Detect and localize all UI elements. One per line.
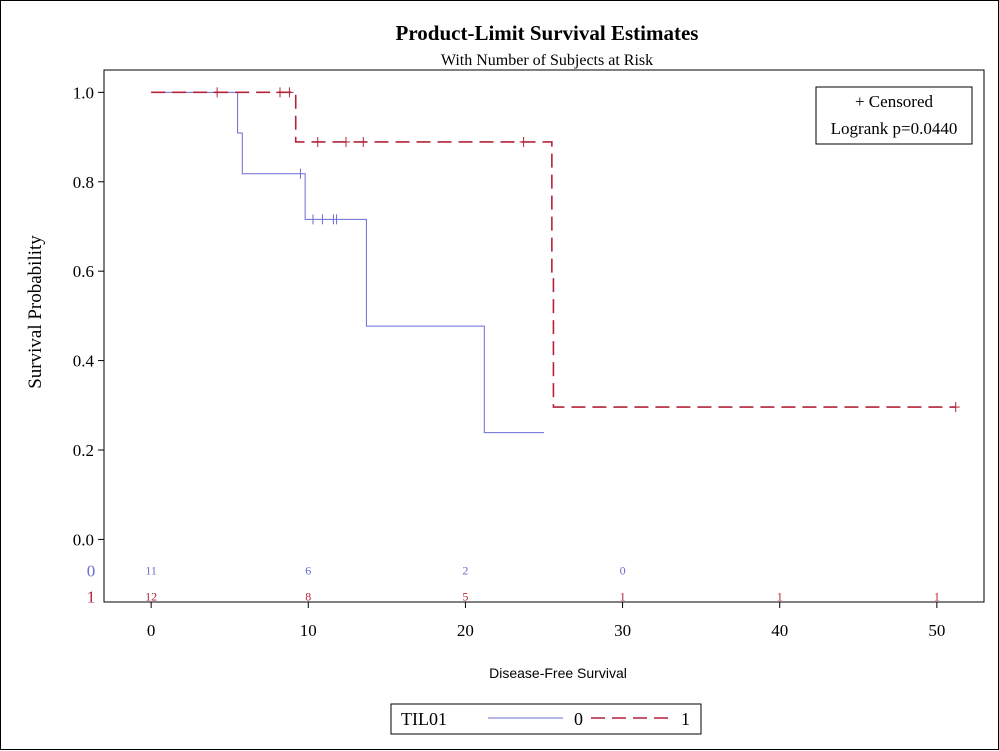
at-risk-count-0-1: 6 [305,564,311,578]
plot-area [103,69,985,603]
at-risk-count-1-3: 1 [620,590,626,604]
at-risk-count-1-5: 1 [934,590,940,604]
survival-curve-0 [151,91,544,434]
legend: TIL01 0 1 [390,703,702,735]
x-tick-label-5: 50 [928,621,945,640]
at-risk-count-1-0: 12 [145,590,157,604]
legend-title: TIL01 [401,709,447,729]
at-risk-count-1-1: 8 [305,590,311,604]
at-risk-count-0-3: 0 [620,564,626,578]
y-tick-label-3: 0.6 [73,262,94,281]
x-tick-label-2: 20 [457,621,474,640]
logrank-label: Logrank p=0.0440 [831,119,958,138]
inset-box: + Censored Logrank p=0.0440 [815,86,973,145]
survival-curve-1 [151,91,956,408]
at-risk-count-0-2: 2 [462,564,468,578]
legend-border [390,703,702,735]
at-risk-count-1-2: 5 [462,590,468,604]
series-layer [151,87,960,434]
legend-entry-0: 0 [574,709,583,729]
x-tick-label-4: 40 [771,621,788,640]
x-tick-label-1: 10 [300,621,317,640]
at-risk-table: 0 11 6 2 01 12 8 5 1 1 1 [87,562,940,607]
y-tick-label-4: 0.8 [73,173,94,192]
series-1 [151,87,960,413]
at-risk-group-label-0: 0 [87,562,96,581]
x-tick-label-0: 0 [147,621,156,640]
y-tick-label-2: 0.4 [73,352,95,371]
chart-title: Product-Limit Survival Estimates [396,21,699,45]
y-axis: 0.0 0.2 0.4 0.6 0.8 1.0 [73,83,104,549]
x-axis-label: Disease-Free Survival [489,665,627,681]
y-tick-label-1: 0.2 [73,441,94,460]
chart-subtitle: With Number of Subjects at Risk [441,52,653,69]
y-tick-label-0: 0.0 [73,530,94,549]
at-risk-count-0-0: 11 [145,564,157,578]
at-risk-count-1-4: 1 [777,590,783,604]
at-risk-group-label-1: 1 [87,588,96,607]
x-axis: 0 10 20 30 40 50 [147,602,945,640]
legend-entry-1: 1 [681,709,690,729]
x-tick-label-3: 30 [614,621,631,640]
series-0 [151,91,544,434]
censored-label: + Censored [855,92,934,111]
y-tick-label-5: 1.0 [73,83,94,102]
inset-border [815,86,973,145]
y-axis-label: Survival Probability [25,235,46,389]
